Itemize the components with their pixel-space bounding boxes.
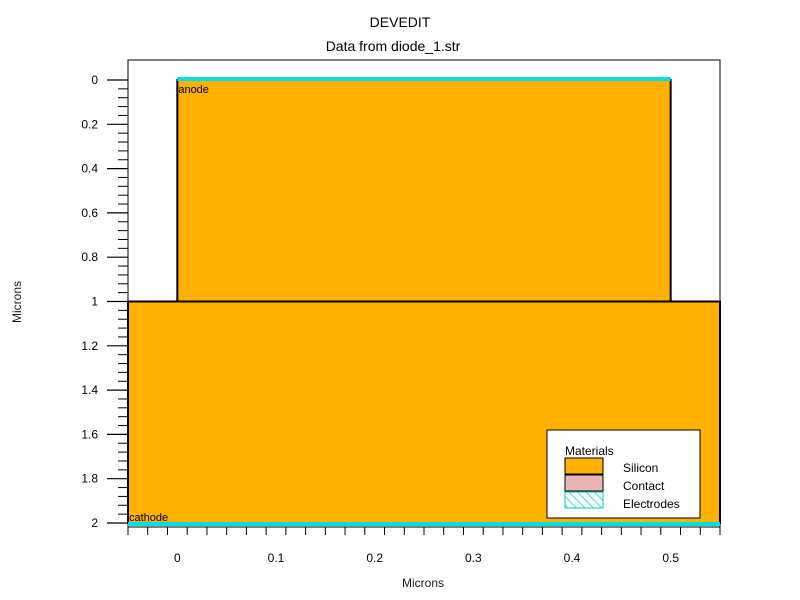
legend-swatch-electrodes xyxy=(564,491,604,509)
cathode-electrode xyxy=(128,522,720,526)
y-tick-label: 0.2 xyxy=(81,117,98,131)
y-tick-label: 1.4 xyxy=(81,383,98,397)
y-tick-label: 0.4 xyxy=(81,162,98,176)
legend-label-silicon: Silicon xyxy=(623,461,658,475)
chart-title: DEVEDIT xyxy=(370,14,431,30)
anode-label: anode xyxy=(178,84,209,96)
x-tick-label: 0 xyxy=(174,551,181,565)
x-axis: 0 0.1 0.2 0.3 0.4 0.5 xyxy=(127,527,721,565)
silicon-region-mesa xyxy=(176,79,672,303)
legend-label-contact: Contact xyxy=(623,479,665,493)
y-tick-label: 0.8 xyxy=(81,250,98,264)
legend-swatch-silicon xyxy=(564,457,604,475)
y-tick-label: 1.6 xyxy=(81,427,98,441)
x-tick-label: 0.4 xyxy=(564,551,581,565)
y-tick-label: 1.2 xyxy=(81,339,98,353)
y-axis-title: Microns xyxy=(10,281,24,323)
legend: Materials Silicon Contact Electrodes xyxy=(546,429,701,519)
y-axis: 0 0.2 0.4 0.6 0.8 1 1.2 1.4 1.6 1.8 2 xyxy=(81,73,128,530)
x-tick-label: 0.3 xyxy=(465,551,482,565)
legend-swatch-contact xyxy=(564,474,604,492)
x-tick-label: 0.2 xyxy=(366,551,383,565)
y-tick-label: 1 xyxy=(91,295,98,309)
y-tick-label: 0.6 xyxy=(81,206,98,220)
x-tick-label: 0.5 xyxy=(662,551,679,565)
chart-subtitle: Data from diode_1.str xyxy=(326,38,461,54)
x-axis-title: Microns xyxy=(402,576,444,590)
legend-label-electrodes: Electrodes xyxy=(623,497,680,511)
x-tick-label: 0.1 xyxy=(268,551,285,565)
y-tick-label: 2 xyxy=(91,516,98,530)
legend-title: Materials xyxy=(565,444,614,458)
anode-electrode xyxy=(177,77,671,81)
y-tick-label: 0 xyxy=(91,73,98,87)
y-tick-label: 1.8 xyxy=(81,472,98,486)
cathode-label: cathode xyxy=(129,512,168,524)
